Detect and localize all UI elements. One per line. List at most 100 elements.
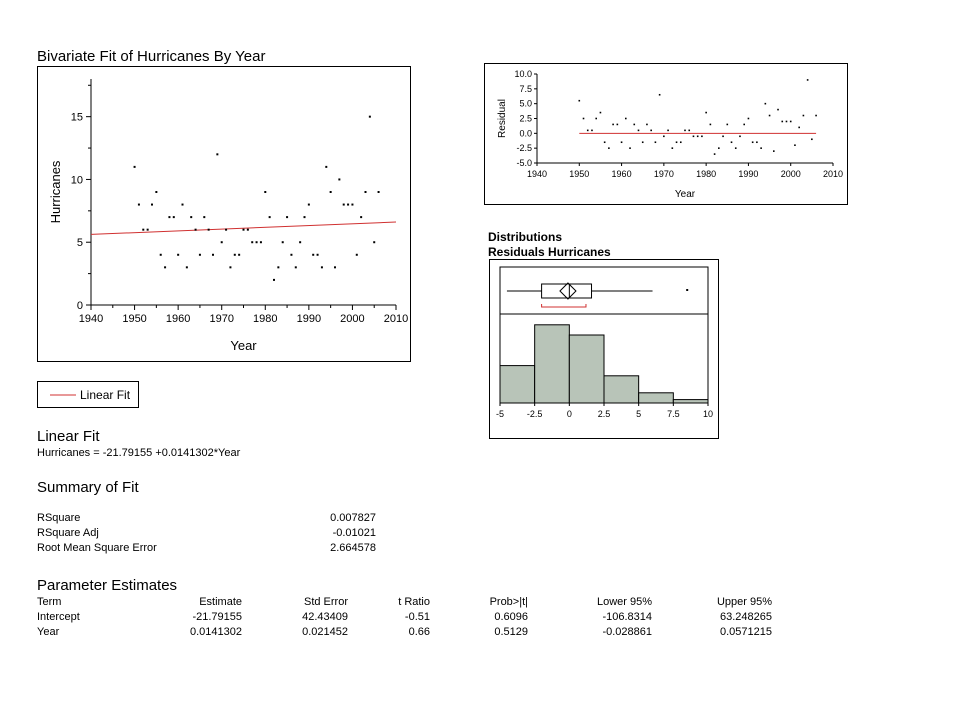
residual-point [608, 147, 610, 149]
residual-point [709, 123, 712, 126]
residual-point [578, 99, 581, 102]
x-tick-label: 1960 [612, 169, 632, 179]
data-point [225, 228, 228, 231]
residual-point [620, 141, 623, 144]
y-tick-label: 5 [77, 237, 83, 249]
x-tick-label: 2010 [823, 169, 843, 179]
data-point [238, 253, 241, 256]
data-point [172, 216, 175, 219]
summary-label: RSquare [37, 512, 81, 524]
residual-point [595, 117, 597, 120]
data-point [347, 203, 350, 206]
params-header-term: Term [37, 596, 62, 608]
distribution-frame: -5 -2.5 0 2.5 5 7.5 10 [489, 259, 719, 439]
histogram-bar [499, 365, 536, 404]
residual-point [781, 120, 784, 123]
data-point [216, 153, 219, 156]
legend-box: Linear Fit [37, 381, 139, 408]
x-tick-label: 10 [703, 409, 713, 419]
x-tick-label: -5 [496, 409, 504, 419]
params-cell-upper95: 63.248265 [720, 611, 772, 623]
data-point [294, 266, 297, 269]
data-point [159, 253, 162, 256]
boxplot-outlier [686, 289, 689, 291]
data-point [251, 241, 254, 244]
data-point [137, 203, 140, 206]
params-cell-std-error: 0.021452 [302, 626, 348, 638]
residual-point [586, 129, 589, 132]
y-tick-label: 7.5 [519, 84, 532, 94]
params-cell-lower95: -106.8314 [602, 611, 652, 623]
x-axis-label: Year [675, 189, 696, 200]
x-tick-label: -2.5 [527, 409, 543, 419]
params-cell-std-error: 42.43409 [302, 611, 348, 623]
data-point [203, 216, 206, 219]
data-point [342, 203, 345, 206]
x-tick-label: 1940 [79, 313, 103, 325]
residual-point [650, 129, 652, 132]
residual-point [734, 147, 737, 149]
params-cell-t-ratio: 0.66 [408, 626, 430, 638]
data-point [325, 165, 328, 168]
params-cell-t-ratio: -0.51 [404, 611, 430, 623]
residual-point [625, 117, 627, 120]
data-point [198, 253, 201, 256]
residual-point [751, 141, 754, 144]
data-point [334, 266, 336, 269]
histogram-bar [534, 324, 570, 404]
y-tick-label: -2.5 [516, 143, 532, 153]
y-tick-label: 0 [77, 300, 83, 312]
data-point [194, 228, 197, 231]
summary-value: 2.664578 [330, 542, 376, 554]
residual-point [806, 79, 809, 81]
residual-point [730, 141, 733, 144]
data-point [360, 216, 363, 219]
data-point [355, 253, 358, 256]
residual-point [718, 147, 720, 149]
residual-point [679, 141, 682, 144]
residual-point [684, 129, 686, 132]
params-cell-prob: 0.6096 [494, 611, 528, 623]
residual-point [777, 108, 779, 111]
data-point [133, 165, 136, 168]
scatter-frame: 1940 1950 1960 1970 1980 1990 2000 2010 0 5 10 15 Ye… [37, 66, 411, 362]
residual-frame: 1940 1950 1960 1970 1980 1990 2000 2010 10.0 7.5 5… [484, 63, 848, 205]
residual-point [726, 123, 729, 126]
params-header-t-ratio: t Ratio [398, 596, 430, 608]
residual-point [705, 111, 707, 114]
residual-point [785, 120, 788, 123]
residual-point [688, 129, 691, 132]
data-point [164, 266, 167, 269]
residual-point [747, 117, 750, 120]
residual-point [675, 141, 678, 144]
x-tick-label: 1950 [122, 313, 146, 325]
residual-point [760, 147, 762, 149]
data-point [207, 228, 210, 231]
data-point [264, 191, 267, 193]
residual-point [701, 135, 703, 138]
residual-point [582, 117, 585, 120]
summary-label: Root Mean Square Error [37, 542, 157, 554]
residual-point [798, 126, 800, 129]
x-tick-label: 1960 [166, 313, 190, 325]
residual-point [603, 141, 606, 144]
linear-fit-line [90, 221, 397, 235]
scatter-plot: 1940 1950 1960 1970 1980 1990 2000 2010 0 5 10 15 Ye… [48, 79, 408, 353]
residual-point [815, 114, 817, 117]
x-tick-label: 2010 [384, 313, 408, 325]
data-point [142, 228, 145, 231]
data-point [364, 191, 367, 193]
residual-point [773, 150, 775, 152]
y-tick-label: 15 [71, 112, 83, 124]
residual-point [641, 141, 644, 144]
params-cell-prob: 0.5129 [494, 626, 528, 638]
params-header-upper95: Upper 95% [716, 596, 772, 608]
data-point [329, 191, 332, 193]
data-point [155, 191, 158, 193]
x-tick-label: 2.5 [598, 409, 611, 419]
summary-title: Summary of Fit [37, 479, 139, 496]
data-point [273, 278, 275, 281]
x-tick-label: 5 [636, 409, 641, 419]
residual-point [692, 135, 695, 138]
residual-point [612, 123, 614, 126]
